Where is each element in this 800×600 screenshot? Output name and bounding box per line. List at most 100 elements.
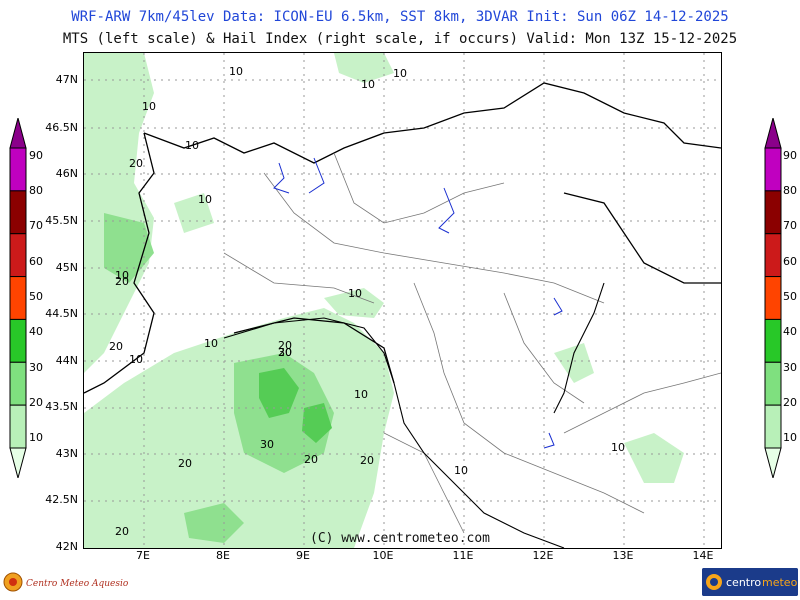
contour-label: 10 — [354, 388, 368, 401]
colorbar-left-label: 70 — [29, 219, 43, 232]
colorbar-left-label: 50 — [29, 290, 43, 303]
colorbar-right-label: 70 — [783, 219, 797, 232]
map-title-line1: WRF-ARW 7km/45lev Data: ICON-EU 6.5km, S… — [71, 9, 729, 25]
contour-label: 20 — [360, 454, 374, 467]
colorbar-swatch — [9, 404, 27, 449]
map-plot: 10 10 10 10 10 20 10 10 20 20 10 10 20 1… — [83, 52, 722, 549]
colorbar-swatch — [764, 447, 782, 478]
contour-label: 20 — [278, 339, 292, 352]
colorbar-right — [763, 118, 800, 478]
lat-label: 46.5N — [45, 121, 78, 134]
lon-label: 13E — [612, 549, 634, 562]
mts-area-dark — [259, 368, 332, 443]
svg-text:meteo: meteo — [762, 576, 798, 589]
colorbar-right-label: 60 — [783, 255, 797, 268]
colorbar-swatch — [764, 118, 782, 149]
contour-label: 20 — [115, 525, 129, 538]
colorbar-swatch — [9, 233, 27, 278]
lon-label: 7E — [136, 549, 150, 562]
colorbar-left-label: 20 — [29, 396, 43, 409]
svg-text:centro: centro — [726, 576, 761, 589]
copyright-text: (C) www.centrometeo.com — [310, 531, 491, 546]
lat-label: 42.5N — [45, 493, 78, 506]
colorbar-right-label: 30 — [783, 361, 797, 374]
contour-label: 10 — [129, 353, 143, 366]
colorbar-left — [8, 118, 68, 478]
lat-label: 45N — [55, 261, 78, 274]
svg-text:Centro Meteo Aquesio: Centro Meteo Aquesio — [26, 579, 129, 589]
colorbar-swatch — [764, 361, 782, 406]
contour-label: 20 — [115, 275, 129, 288]
lat-label: 44.5N — [45, 307, 78, 320]
lon-label: 9E — [296, 549, 310, 562]
contour-label: 10 — [611, 441, 625, 454]
colorbar-left-label: 90 — [29, 149, 43, 162]
contour-label: 10 — [454, 464, 468, 477]
lon-label: 14E — [692, 549, 714, 562]
country-borders — [84, 82, 721, 394]
colorbar-right-swatches — [764, 118, 782, 478]
map-title-line2: MTS (left scale) & Hail Index (right sca… — [62, 31, 738, 47]
colorbar-left-label: 40 — [29, 325, 43, 338]
colorbar-left-label: 60 — [29, 255, 43, 268]
colorbar-swatch — [9, 318, 27, 363]
contour-label: 20 — [278, 346, 292, 359]
colorbar-right-label: 80 — [783, 184, 797, 197]
lon-label: 11E — [452, 549, 474, 562]
coastline — [223, 282, 605, 548]
colorbar-swatch — [9, 118, 27, 149]
colorbar-swatch — [9, 190, 27, 235]
colorbar-swatch — [764, 404, 782, 449]
colorbar-left-label: 30 — [29, 361, 43, 374]
colorbar-right-label: 20 — [783, 396, 797, 409]
colorbar-swatch — [764, 233, 782, 278]
contour-label: 10 — [361, 78, 375, 91]
colorbar-swatch — [764, 318, 782, 363]
contour-labels: 10 10 10 10 10 20 10 10 20 20 10 10 20 1… — [109, 65, 625, 538]
lat-label: 46N — [55, 167, 78, 180]
colorbar-swatch — [764, 276, 782, 320]
contour-label: 10 — [185, 139, 199, 152]
contour-label: 20 — [129, 157, 143, 170]
contour-label: 10 — [348, 287, 362, 300]
regional-borders — [223, 152, 721, 534]
colorbar-right-label: 40 — [783, 325, 797, 338]
lat-label: 43N — [55, 447, 78, 460]
contour-label: 10 — [204, 337, 218, 350]
map-canvas: 10 10 10 10 10 20 10 10 20 20 10 10 20 1… — [84, 53, 721, 548]
contour-label: 20 — [109, 340, 123, 353]
contour-label: 10 — [393, 67, 407, 80]
lon-label: 10E — [372, 549, 394, 562]
lat-label: 42N — [55, 540, 78, 553]
colorbar-swatch — [9, 147, 27, 192]
contour-label: 30 — [260, 438, 274, 451]
contour-label: 10 — [115, 269, 129, 282]
graticule — [84, 53, 721, 548]
contour-label: 30 — [278, 346, 292, 359]
lat-label: 43.5N — [45, 400, 78, 413]
colorbar-left-swatches — [9, 118, 27, 478]
colorbar-swatch — [9, 361, 27, 406]
contour-label: 20 — [178, 457, 192, 470]
contour-label: 10 — [229, 65, 243, 78]
colorbar-swatch — [9, 447, 27, 478]
lat-label: 45.5N — [45, 214, 78, 227]
lat-label: 47N — [55, 73, 78, 86]
centro-meteo-aquesio-logo: Centro Meteo Aquesio — [3, 572, 129, 592]
colorbar-swatch — [9, 276, 27, 320]
centrometeo-logo: centro meteo — [702, 568, 798, 596]
colorbar-right-label: 90 — [783, 149, 797, 162]
colorbar-left-label: 80 — [29, 184, 43, 197]
contour-label: 20 — [304, 453, 318, 466]
lat-label: 44N — [55, 354, 78, 367]
colorbar-right-label: 10 — [783, 431, 797, 444]
contour-label: 10 — [198, 193, 212, 206]
colorbar-swatch — [764, 147, 782, 192]
colorbar-right-label: 50 — [783, 290, 797, 303]
lon-label: 8E — [216, 549, 230, 562]
colorbar-left-label: 10 — [29, 431, 43, 444]
lakes — [273, 157, 563, 449]
contour-label: 10 — [142, 100, 156, 113]
colorbar-swatch — [764, 190, 782, 235]
lon-label: 12E — [532, 549, 554, 562]
